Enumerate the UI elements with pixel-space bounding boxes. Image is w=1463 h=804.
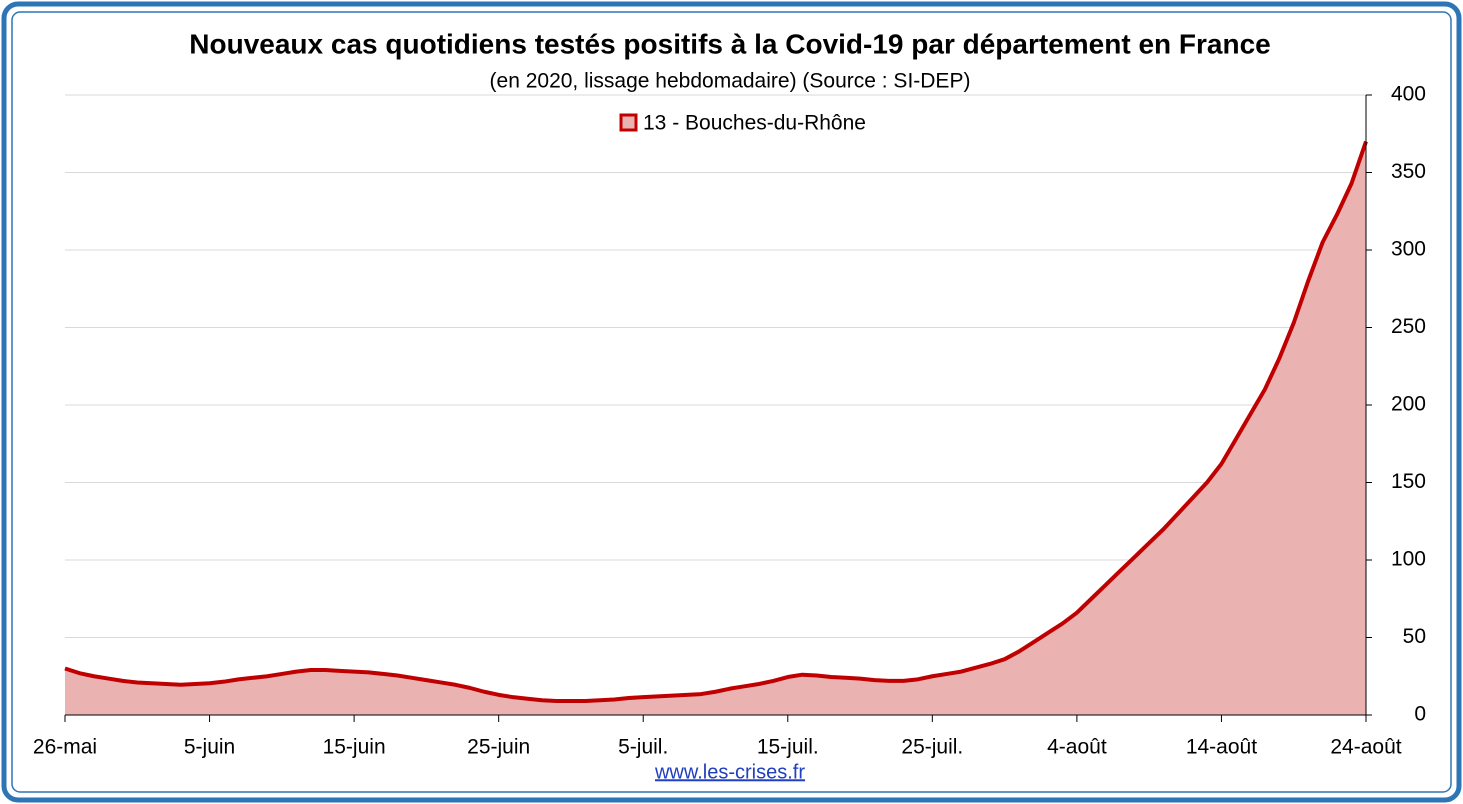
y-tick-label: 100 (1391, 548, 1426, 571)
x-tick-label: 15-juil. (757, 736, 819, 759)
source-link[interactable]: www.les-crises.fr (654, 761, 805, 783)
y-tick-label: 200 (1391, 393, 1426, 416)
x-tick-label: 25-juil. (901, 736, 963, 759)
x-tick-label: 26-mai (33, 736, 97, 759)
y-tick-label: 350 (1391, 160, 1426, 183)
area-fill (65, 141, 1366, 715)
y-tick-label: 250 (1391, 315, 1426, 338)
x-tick-label: 24-août (1330, 736, 1401, 759)
y-tick-label: 300 (1391, 238, 1426, 261)
y-tick-label: 0 (1414, 703, 1426, 726)
x-tick-label: 25-juin (467, 736, 530, 759)
x-tick-label: 5-juil. (618, 736, 668, 759)
inner-frame (11, 11, 1452, 793)
x-tick-label: 4-août (1047, 736, 1107, 759)
chart-title: Nouveaux cas quotidiens testés positifs … (189, 28, 1270, 59)
x-tick-label: 15-juin (323, 736, 386, 759)
y-tick-label: 150 (1391, 470, 1426, 493)
legend-label: 13 - Bouches-du-Rhône (643, 112, 866, 135)
y-tick-label: 400 (1391, 83, 1426, 106)
chart-subtitle: (en 2020, lissage hebdomadaire) (Source … (490, 70, 971, 93)
y-tick-label: 50 (1403, 625, 1426, 648)
legend-marker (619, 113, 638, 132)
x-tick-label: 5-juin (184, 736, 235, 759)
x-tick-label: 14-août (1186, 736, 1257, 759)
area-line (64, 140, 1368, 704)
